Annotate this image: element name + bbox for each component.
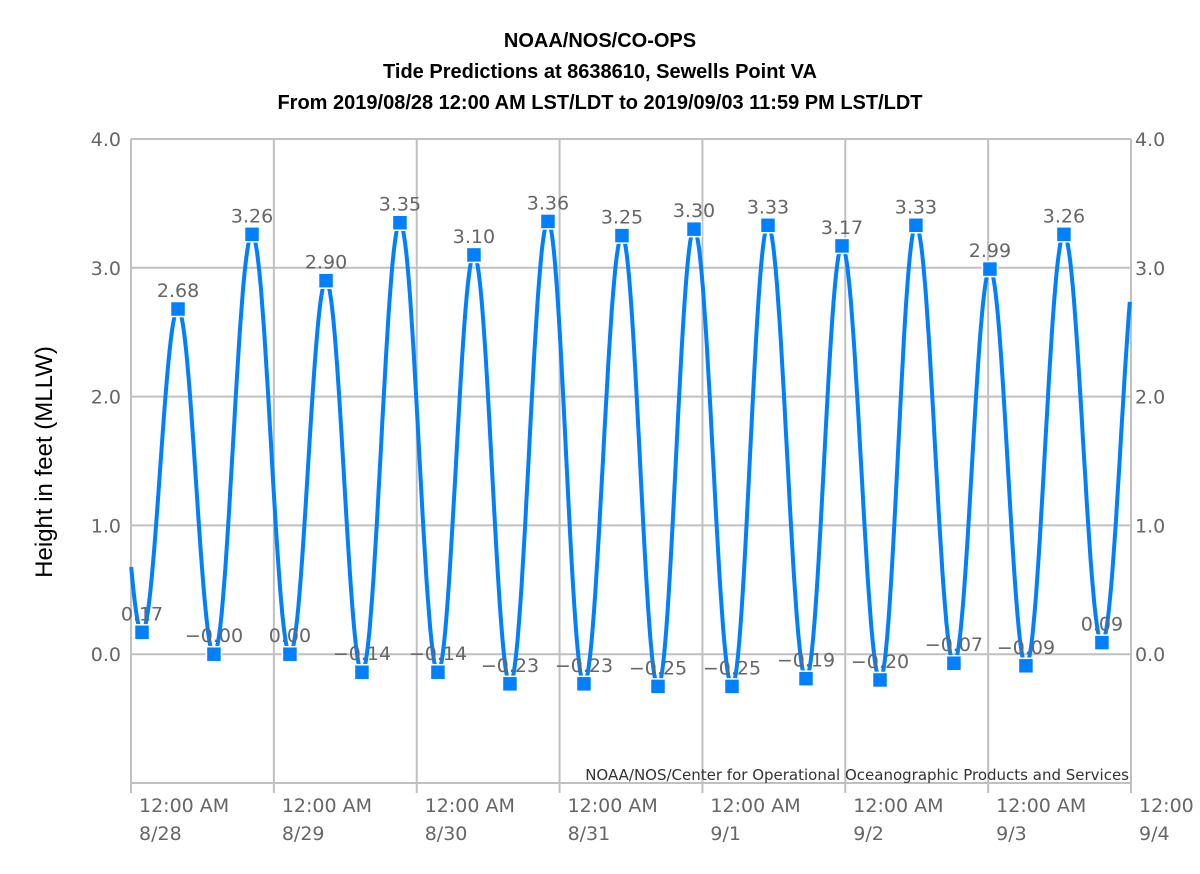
data-point-marker[interactable]	[1055, 226, 1073, 243]
data-point-marker[interactable]	[575, 675, 593, 693]
y-tick-label-right: 1.0	[1135, 515, 1165, 537]
data-label: −0.25	[703, 657, 761, 679]
y-tick-label-left: 4.0	[91, 129, 121, 151]
data-label: −0.14	[409, 643, 467, 665]
data-point-marker[interactable]	[797, 670, 815, 687]
x-tick-label-date: 8/31	[568, 823, 611, 845]
y-tick-label-left: 3.0	[91, 258, 121, 280]
data-point-marker[interactable]	[429, 663, 447, 681]
x-tick-label-time: 12:00 AM	[139, 795, 229, 817]
data-point-marker[interactable]	[501, 675, 519, 693]
data-label: −0.25	[629, 657, 687, 679]
data-label: 3.33	[747, 196, 789, 218]
y-tick-label-right: 4.0	[1135, 129, 1165, 151]
chart-title-line-2: Tide Predictions at 8638610, Sewells Poi…	[383, 61, 817, 83]
data-label: 3.33	[895, 196, 937, 218]
y-tick-label-left: 0.0	[91, 644, 121, 666]
x-tick-label-time: 12:00 AM	[853, 795, 943, 817]
data-point-marker[interactable]	[871, 671, 889, 689]
y-tick-label-left: 1.0	[91, 515, 121, 537]
x-tick-label-time: 12:00 AM	[425, 795, 515, 817]
chart-title-line-3: From 2019/08/28 12:00 AM LST/LDT to 2019…	[277, 92, 923, 114]
tide-curve	[129, 218, 1132, 690]
data-point-marker[interactable]	[981, 260, 999, 278]
x-tick-label-date: 9/3	[996, 823, 1027, 845]
x-tick-label-time: 12:00 AM	[996, 795, 1086, 817]
data-point-marker[interactable]	[945, 654, 963, 672]
y-tick-label-left: 2.0	[91, 387, 121, 409]
data-point-marker[interactable]	[539, 213, 557, 230]
data-label: 3.26	[231, 205, 273, 227]
data-label: −0.14	[333, 643, 391, 665]
data-label: −0.19	[777, 650, 835, 672]
x-tick-label-date: 9/2	[853, 823, 884, 845]
data-point-marker[interactable]	[685, 220, 703, 238]
x-tick-label-date: 8/28	[139, 823, 182, 845]
data-label: 3.35	[379, 194, 421, 216]
data-label: 0.00	[269, 625, 311, 647]
data-point-marker[interactable]	[613, 227, 631, 244]
data-point-marker[interactable]	[1017, 657, 1035, 675]
data-point-marker[interactable]	[759, 217, 777, 234]
data-label: −0.23	[555, 655, 613, 677]
data-label: 3.26	[1043, 205, 1085, 227]
x-tick-label-time: 12:00 AM	[568, 795, 658, 817]
data-point-marker[interactable]	[833, 237, 851, 255]
data-point-marker[interactable]	[281, 645, 299, 663]
data-point-marker[interactable]	[1093, 634, 1111, 651]
data-label: 3.25	[601, 207, 643, 229]
data-label: −0.20	[851, 651, 909, 673]
data-label: −0.09	[997, 637, 1055, 659]
data-point-marker[interactable]	[133, 624, 151, 641]
y-tick-label-right: 3.0	[1135, 258, 1165, 280]
data-label: 2.90	[305, 252, 347, 274]
data-label: −0.07	[925, 634, 983, 656]
x-tick-label-date: 8/30	[425, 823, 468, 845]
x-tick-label-date: 8/29	[282, 823, 325, 845]
data-label: −0.00	[185, 625, 243, 647]
data-label: 3.30	[673, 200, 715, 222]
x-tick-label-date: 9/4	[1139, 823, 1170, 845]
y-tick-label-right: 2.0	[1135, 387, 1165, 409]
data-label: 3.36	[527, 192, 569, 214]
data-point-marker[interactable]	[465, 246, 483, 264]
data-label: 2.68	[157, 280, 199, 302]
data-label: 0.09	[1081, 614, 1123, 636]
data-point-marker[interactable]	[205, 645, 223, 663]
x-tick-label-time: 12:00 AM	[282, 795, 372, 817]
credit-text: NOAA/NOS/Center for Operational Oceanogr…	[585, 766, 1129, 784]
data-point-marker[interactable]	[391, 214, 409, 231]
data-label: 0.17	[121, 603, 163, 625]
data-point-marker[interactable]	[353, 663, 371, 681]
data-label: 2.99	[969, 240, 1011, 262]
data-point-marker[interactable]	[907, 217, 925, 234]
x-tick-label-time: 12:00	[1139, 795, 1194, 817]
chart-title-line-1: NOAA/NOS/CO-OPS	[503, 30, 697, 52]
data-point-marker[interactable]	[723, 678, 741, 695]
y-axis-label: Height in feet (MLLW)	[31, 346, 58, 578]
x-tick-label-time: 12:00 AM	[710, 795, 800, 817]
data-point-marker[interactable]	[169, 300, 187, 318]
x-tick-label-date: 9/1	[710, 823, 741, 845]
data-label: 3.17	[821, 217, 863, 239]
data-point-marker[interactable]	[317, 272, 335, 289]
data-label: 3.10	[453, 226, 495, 248]
data-point-marker[interactable]	[243, 226, 261, 243]
data-label: −0.23	[481, 655, 539, 677]
y-tick-label-right: 0.0	[1135, 644, 1165, 666]
data-point-marker[interactable]	[649, 678, 667, 695]
